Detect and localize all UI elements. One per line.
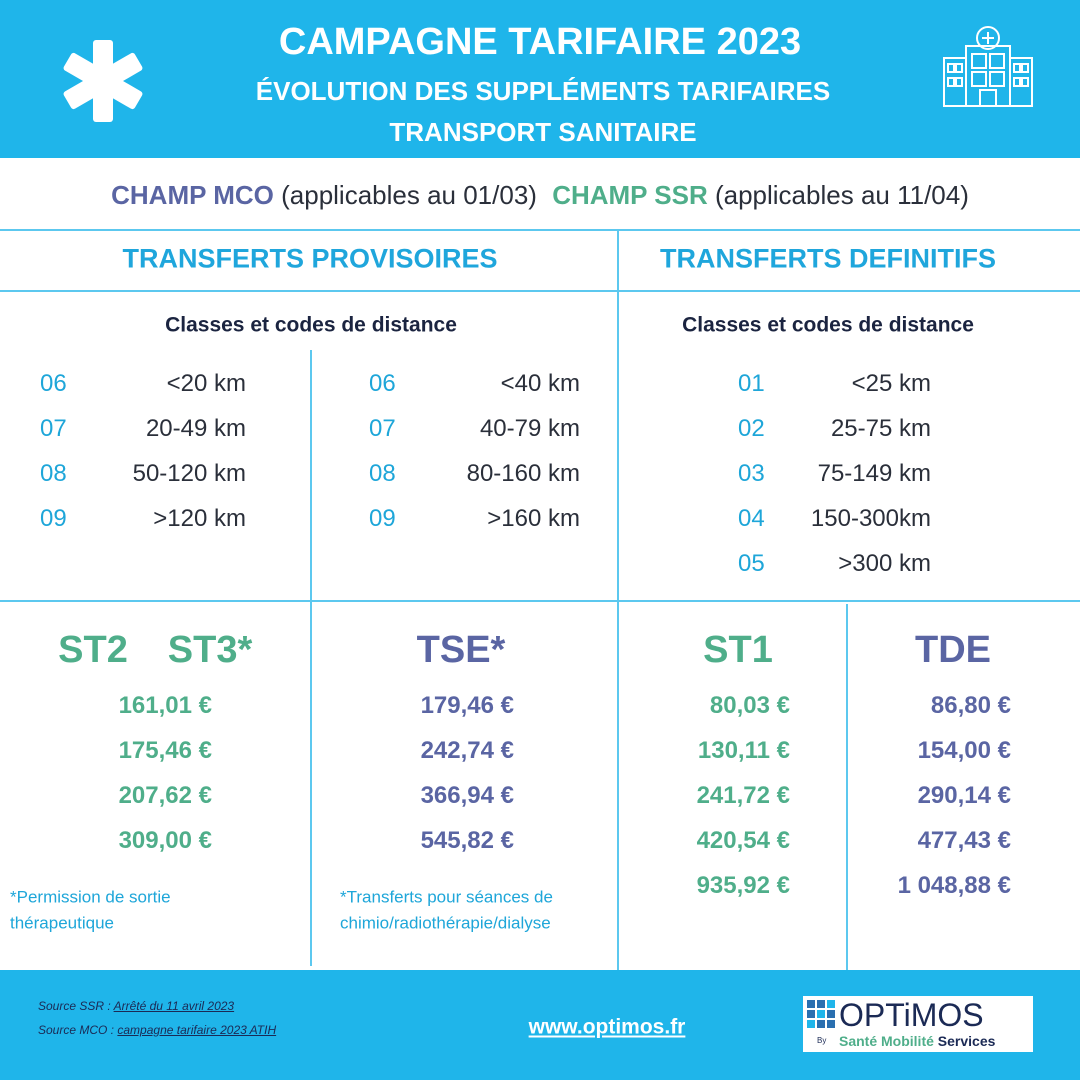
distance-range: >120 km xyxy=(153,505,246,532)
hospital-icon xyxy=(943,26,1033,107)
divider xyxy=(0,600,1080,602)
distance-range: >160 km xyxy=(487,505,580,532)
tariff-value: 242,74 € xyxy=(420,737,514,764)
tariff-heading: TSE* xyxy=(416,629,506,671)
distance-code: 07 xyxy=(369,415,396,442)
tariff-value: 154,00 € xyxy=(917,737,1011,764)
tariff-heading: TDE xyxy=(915,629,991,671)
logo-tagline: Santé Mobilité Services xyxy=(839,1034,995,1048)
footnote: chimio/radiothérapie/dialyse xyxy=(340,913,551,933)
title: CAMPAGNE TARIFAIRE 2023 xyxy=(278,21,802,63)
distance-code: 08 xyxy=(40,460,67,487)
distance-code: 02 xyxy=(738,415,765,442)
footnote: thérapeutique xyxy=(10,913,114,933)
source-mco: Source MCO : campagne tarifaire 2023 ATI… xyxy=(38,1024,276,1036)
tariff-heading: ST3* xyxy=(167,629,253,671)
distance-code: 07 xyxy=(40,415,67,442)
distance-code: 06 xyxy=(369,370,396,397)
distance-code: 04 xyxy=(738,505,765,532)
tariff-value: 161,01 € xyxy=(118,692,212,719)
distance-range: <40 km xyxy=(500,370,580,397)
header-band xyxy=(0,0,1080,158)
distance-code: 08 xyxy=(369,460,396,487)
tariff-value: 366,94 € xyxy=(420,782,514,809)
website-link[interactable]: www.optimos.fr xyxy=(528,1015,686,1039)
distance-code: 05 xyxy=(738,550,765,577)
tariff-value: 241,72 € xyxy=(696,782,790,809)
tariff-value: 477,43 € xyxy=(917,827,1011,854)
footnote: *Transferts pour séances de xyxy=(340,887,553,907)
distance-heading: Classes et codes de distance xyxy=(165,313,457,337)
tariff-value: 130,11 € xyxy=(697,737,790,764)
logo: OPTiMOS By Santé Mobilité Services xyxy=(803,996,1033,1052)
section-title: TRANSFERTS PROVISOIRES xyxy=(122,243,498,274)
distance-range: 20-49 km xyxy=(145,415,246,442)
distance-range: 40-79 km xyxy=(479,415,580,442)
tariff-value: 86,80 € xyxy=(930,692,1011,719)
source-label: Source SSR : xyxy=(38,999,111,1013)
distance-code: 09 xyxy=(40,505,67,532)
tariff-value: 290,14 € xyxy=(917,782,1011,809)
distance-range: 50-120 km xyxy=(132,460,246,487)
divider xyxy=(617,229,619,970)
divider xyxy=(0,229,1080,231)
source-link[interactable]: campagne tarifaire 2023 ATIH xyxy=(117,1023,277,1037)
ssr-label: CHAMP SSR xyxy=(552,180,708,210)
scope-line: CHAMP MCO (applicables au 01/03) CHAMP S… xyxy=(111,182,969,208)
tariff-value: 80,03 € xyxy=(709,692,790,719)
logo-mark xyxy=(807,1000,835,1028)
ssr-note: (applicables au 11/04) xyxy=(714,180,969,210)
tariff-value: 1 048,88 € xyxy=(897,872,1011,899)
source-label: Source MCO : xyxy=(38,1023,115,1037)
tariff-value: 545,82 € xyxy=(420,827,514,854)
distance-code: 03 xyxy=(738,460,765,487)
section-title: TRANSFERTS DEFINITIFS xyxy=(660,243,996,274)
logo-by: By xyxy=(817,1036,827,1045)
distance-range: >300 km xyxy=(838,550,931,577)
divider xyxy=(0,290,1080,292)
mco-label: CHAMP MCO xyxy=(111,180,274,210)
mco-note: (applicables au 01/03) xyxy=(281,180,537,210)
distance-range: 150-300km xyxy=(810,505,931,532)
distance-code: 06 xyxy=(40,370,67,397)
distance-code: 09 xyxy=(369,505,396,532)
distance-range: 80-160 km xyxy=(466,460,580,487)
star-of-life-icon xyxy=(63,40,143,122)
subtitle: TRANSPORT SANITAIRE xyxy=(389,117,697,147)
tariff-heading: ST1 xyxy=(703,629,773,671)
subtitle: ÉVOLUTION DES SUPPLÉMENTS TARIFAIRES xyxy=(255,76,831,106)
source-ssr: Source SSR : Arrêté du 11 avril 2023 xyxy=(38,1000,234,1012)
divider xyxy=(846,604,848,970)
tariff-value: 175,46 € xyxy=(118,737,212,764)
distance-code: 01 xyxy=(738,370,765,397)
distance-range: 25-75 km xyxy=(830,415,931,442)
distance-heading: Classes et codes de distance xyxy=(682,313,974,337)
tariff-value: 207,62 € xyxy=(118,782,212,809)
tariff-heading: ST2 xyxy=(58,629,128,671)
source-link[interactable]: Arrêté du 11 avril 2023 xyxy=(113,999,235,1013)
tariff-value: 935,92 € xyxy=(696,872,790,899)
distance-range: <20 km xyxy=(166,370,246,397)
tariff-value: 420,54 € xyxy=(696,827,790,854)
logo-tagline-part: Services xyxy=(937,1033,996,1049)
distance-range: <25 km xyxy=(851,370,931,397)
tariff-value: 179,46 € xyxy=(420,692,514,719)
footnote: *Permission de sortie xyxy=(10,887,171,907)
distance-range: 75-149 km xyxy=(817,460,931,487)
divider xyxy=(310,350,312,966)
logo-tagline-part: Santé Mobilité xyxy=(839,1033,934,1049)
tariff-value: 309,00 € xyxy=(118,827,212,854)
logo-name: OPTiMOS xyxy=(839,997,984,1033)
